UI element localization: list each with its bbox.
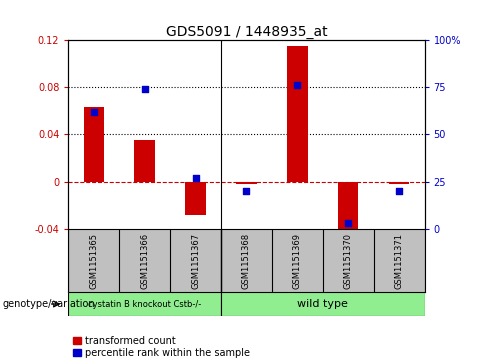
Bar — [221, 292, 425, 316]
Point — [345, 220, 352, 226]
Bar — [287, 46, 307, 182]
Text: GSM1151366: GSM1151366 — [140, 233, 149, 289]
Text: GSM1151371: GSM1151371 — [395, 233, 404, 289]
Title: GDS5091 / 1448935_at: GDS5091 / 1448935_at — [165, 25, 327, 39]
Bar — [83, 107, 104, 182]
Legend: transformed count, percentile rank within the sample: transformed count, percentile rank withi… — [73, 336, 250, 358]
Text: genotype/variation: genotype/variation — [2, 299, 95, 309]
Point — [90, 109, 98, 115]
Point — [293, 82, 301, 88]
Bar — [389, 182, 409, 184]
Text: wild type: wild type — [297, 299, 348, 309]
Text: GSM1151369: GSM1151369 — [293, 233, 302, 289]
Point — [192, 175, 200, 181]
Text: GSM1151370: GSM1151370 — [344, 233, 353, 289]
Bar — [68, 292, 221, 316]
Text: cystatin B knockout Cstb-/-: cystatin B knockout Cstb-/- — [88, 299, 201, 309]
Bar — [185, 182, 206, 215]
Text: GSM1151367: GSM1151367 — [191, 233, 200, 289]
Text: GSM1151365: GSM1151365 — [89, 233, 98, 289]
Bar — [338, 182, 358, 229]
Bar — [135, 140, 155, 182]
Point — [243, 188, 250, 194]
Point — [395, 188, 403, 194]
Text: GSM1151368: GSM1151368 — [242, 233, 251, 289]
Point — [141, 86, 148, 92]
Bar — [236, 182, 257, 184]
